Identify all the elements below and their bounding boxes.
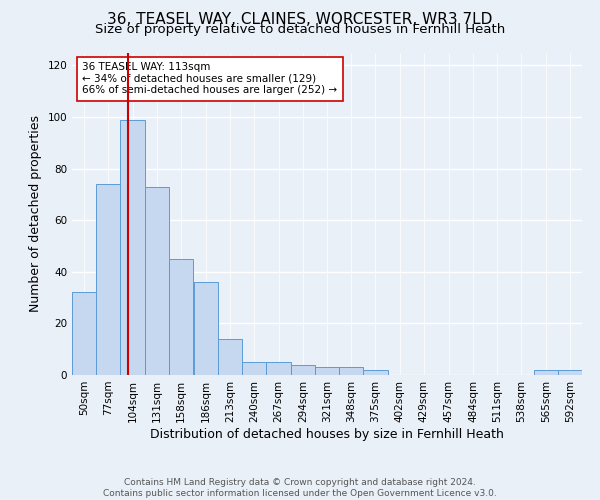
Bar [96,184,121,375]
Text: Contains HM Land Registry data © Crown copyright and database right 2024.
Contai: Contains HM Land Registry data © Crown c… [103,478,497,498]
Bar [145,186,169,375]
Y-axis label: Number of detached properties: Number of detached properties [29,116,42,312]
Bar [242,362,266,375]
Bar [533,370,558,375]
Text: 36, TEASEL WAY, CLAINES, WORCESTER, WR3 7LD: 36, TEASEL WAY, CLAINES, WORCESTER, WR3 … [107,12,493,28]
Bar [364,370,388,375]
Bar [218,339,242,375]
X-axis label: Distribution of detached houses by size in Fernhill Heath: Distribution of detached houses by size … [150,428,504,440]
Bar [266,362,290,375]
Bar [72,292,96,375]
Bar [339,368,364,375]
Bar [121,120,145,375]
Bar [169,259,193,375]
Bar [558,370,582,375]
Bar [194,282,218,375]
Text: 36 TEASEL WAY: 113sqm
← 34% of detached houses are smaller (129)
66% of semi-det: 36 TEASEL WAY: 113sqm ← 34% of detached … [82,62,337,96]
Bar [315,368,339,375]
Bar [290,364,315,375]
Text: Size of property relative to detached houses in Fernhill Heath: Size of property relative to detached ho… [95,22,505,36]
